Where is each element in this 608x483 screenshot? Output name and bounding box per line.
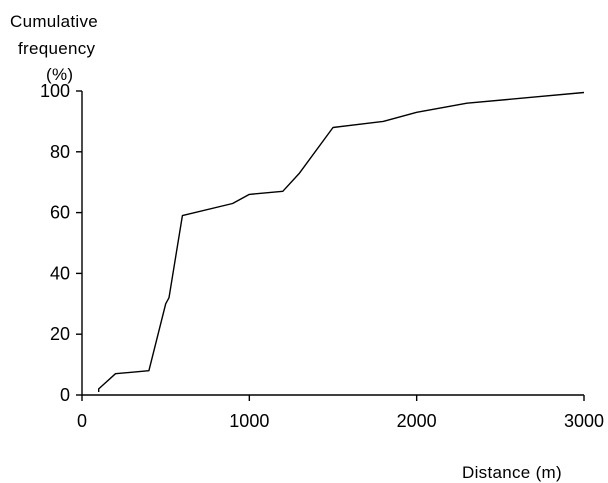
- y-tick-label: 60: [50, 203, 70, 223]
- x-tick-label: 0: [77, 411, 87, 431]
- y-axis-label-line-3: (%): [46, 65, 74, 84]
- axes: [76, 90, 585, 401]
- y-tick-label: 100: [40, 81, 70, 101]
- x-tick-label: 2000: [397, 411, 437, 431]
- y-tick-label: 80: [50, 142, 70, 162]
- x-axis-label: Distance (m): [462, 463, 562, 482]
- y-axis-label-line-2: frequency: [18, 39, 96, 58]
- y-tick-label: 40: [50, 263, 70, 283]
- y-tick-label: 20: [50, 324, 70, 344]
- x-tick-label: 3000: [564, 411, 604, 431]
- y-tick-label: 0: [60, 385, 70, 405]
- cumulative-frequency-line: [97, 91, 585, 392]
- y-axis-label-line-1: Cumulative: [10, 12, 99, 31]
- x-tick-label: 1000: [229, 411, 269, 431]
- series-group: [97, 91, 585, 392]
